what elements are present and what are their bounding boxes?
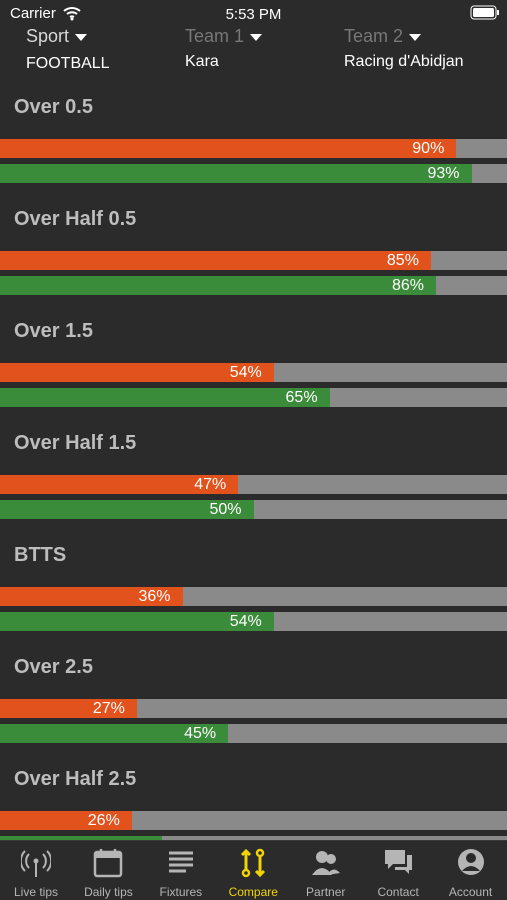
sport-picker[interactable]: Sport <box>26 26 88 47</box>
stat-title: Over 0.5 <box>14 96 93 118</box>
stat-title: Over Half 0.5 <box>14 208 137 230</box>
stat-title: Over Half 1.5 <box>14 432 137 454</box>
team2-picker[interactable]: Team 2 <box>344 26 422 47</box>
bar-label: 26% <box>87 812 120 829</box>
team1-bar: 26% <box>0 811 132 830</box>
team1-bar: 36% <box>0 587 183 606</box>
bar-label: 93% <box>427 165 460 182</box>
team2-bar: 50% <box>0 500 254 519</box>
bar-label: 45% <box>184 725 217 742</box>
tab-button[interactable]: Contact <box>362 841 434 900</box>
team2-bar: 45% <box>0 724 229 743</box>
team1-bar: 54% <box>0 363 274 382</box>
tab-label: Partner <box>306 885 346 899</box>
tab-button[interactable]: Daily tips <box>72 841 144 900</box>
tab-label: Contact <box>377 885 419 899</box>
bar-label: 47% <box>194 476 227 493</box>
carrier: Carrier <box>10 5 56 22</box>
bar-label: 36% <box>138 588 171 605</box>
bar-label: 85% <box>386 252 419 269</box>
battery-icon <box>470 5 499 20</box>
bar-label: 50% <box>209 501 242 518</box>
tab-label: Live tips <box>13 885 59 899</box>
stat-title: Over 2.5 <box>14 656 93 678</box>
stat-title: Over 1.5 <box>14 320 93 342</box>
team1-label: Team 1 <box>185 26 245 46</box>
tab-button[interactable]: Compare <box>217 841 289 900</box>
tab-bar: Live tips Daily tips Fixtures Compare Partne… <box>0 840 507 900</box>
team1-value: Kara <box>185 53 219 70</box>
team2-value: Racing d'Abidjan <box>344 53 464 70</box>
team1-picker[interactable]: Team 1 <box>185 26 263 47</box>
tab-label: Daily tips <box>84 885 133 899</box>
team1-bar: 47% <box>0 475 239 494</box>
tab-icon <box>457 849 484 875</box>
tab-label: Fixtures <box>159 885 203 899</box>
team2-bar: 86% <box>0 276 437 295</box>
tab-label: Account <box>448 885 493 899</box>
team2-bar: 54% <box>0 612 274 631</box>
bar-label: 54% <box>229 613 262 630</box>
team2-label: Team 2 <box>344 26 404 46</box>
team1-bar: 90% <box>0 139 457 158</box>
team1-bar: 85% <box>0 251 431 270</box>
stat-title: BTTS <box>14 544 67 566</box>
tab-label: Compare <box>228 885 278 899</box>
tab-button[interactable]: Fixtures <box>145 841 217 900</box>
tab-icon <box>241 848 266 878</box>
tab-button[interactable]: Partner <box>290 841 362 900</box>
sport-value: FOOTBALL <box>26 55 110 72</box>
team2-bar: 65% <box>0 388 330 407</box>
tab-button[interactable]: Live tips <box>0 841 72 900</box>
tab-button[interactable]: Account <box>435 841 507 900</box>
tab-icon <box>21 850 51 877</box>
bar-label: 54% <box>229 364 262 381</box>
team1-bar: 27% <box>0 699 137 718</box>
clock: 5:53 PM <box>225 6 282 23</box>
bar-label: 65% <box>285 389 318 406</box>
bar-label: 90% <box>412 140 445 157</box>
team2-bar: 93% <box>0 164 472 183</box>
wifi-icon <box>63 7 81 21</box>
bar-label: 27% <box>92 700 125 717</box>
bar-label: 86% <box>391 277 425 294</box>
tab-icon <box>168 851 193 873</box>
tab-icon <box>385 850 413 874</box>
tab-icon <box>311 851 340 875</box>
stat-title: Over Half 2.5 <box>14 768 137 790</box>
tab-icon <box>94 849 123 878</box>
sport-label: Sport <box>26 26 70 46</box>
